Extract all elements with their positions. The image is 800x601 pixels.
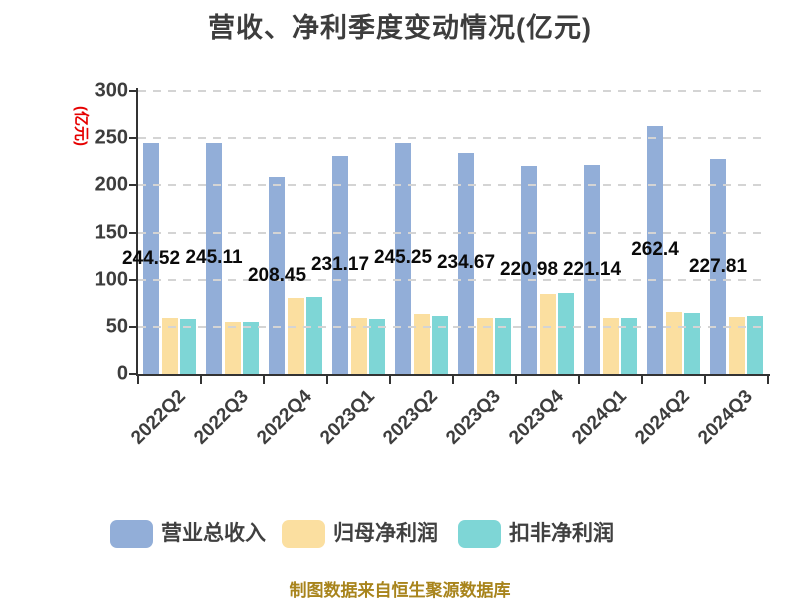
bar-0-2022Q2 bbox=[143, 143, 159, 374]
data-label: 244.52 bbox=[121, 247, 181, 269]
bar-2-2022Q3 bbox=[243, 322, 259, 374]
x-axis-tick bbox=[515, 376, 517, 384]
gridline bbox=[138, 137, 768, 140]
bar-1-2023Q2 bbox=[413, 313, 430, 374]
y-tick-label: 250 bbox=[94, 126, 128, 149]
y-tick-label: 100 bbox=[94, 268, 128, 291]
bar-2-2022Q2 bbox=[180, 319, 196, 374]
chart-title: 营收、净利季度变动情况(亿元) bbox=[208, 13, 592, 43]
data-label: 245.11 bbox=[185, 247, 243, 269]
gridline bbox=[138, 325, 768, 328]
gridline bbox=[138, 184, 768, 187]
y-tick-label: 150 bbox=[94, 221, 128, 243]
bar-1-2023Q1 bbox=[350, 318, 367, 374]
bar-0-2024Q3 bbox=[710, 159, 726, 374]
legend-label: 扣非净利润 bbox=[509, 522, 614, 545]
data-label: 227.81 bbox=[688, 255, 748, 277]
bar-1-2023Q3 bbox=[476, 318, 493, 374]
bar-0-2023Q3 bbox=[458, 152, 474, 374]
bar-2-2023Q2 bbox=[432, 315, 448, 374]
legend-label: 归母净利润 bbox=[333, 522, 438, 545]
legend-swatch-icon bbox=[282, 520, 325, 548]
x-axis-tick bbox=[137, 376, 139, 384]
x-axis-tick bbox=[452, 376, 454, 384]
y-axis-tick bbox=[129, 90, 137, 92]
bar-2-2022Q4 bbox=[306, 296, 322, 374]
data-label: 245.25 bbox=[373, 247, 433, 269]
y-axis-tick bbox=[129, 325, 137, 328]
y-axis-line bbox=[136, 88, 138, 376]
bar-2-2024Q1 bbox=[621, 318, 637, 374]
y-tick-label: 50 bbox=[105, 315, 128, 338]
x-axis-tick bbox=[263, 376, 265, 384]
bar-2-2023Q3 bbox=[495, 318, 511, 374]
bar-1-2024Q3 bbox=[728, 317, 745, 374]
bar-1-2022Q2 bbox=[161, 318, 178, 374]
x-axis-tick bbox=[704, 376, 706, 384]
x-axis-tick bbox=[578, 376, 580, 384]
legend-swatch-icon bbox=[110, 520, 153, 548]
x-axis-tick bbox=[326, 376, 328, 384]
data-label: 220.98 bbox=[499, 258, 559, 280]
x-axis-tick bbox=[389, 376, 391, 384]
bar-0-2022Q3 bbox=[206, 142, 222, 374]
bar-2-2023Q1 bbox=[369, 319, 385, 374]
y-tick-label: 300 bbox=[94, 79, 128, 102]
data-label: 262.4 bbox=[631, 239, 679, 261]
bar-1-2023Q4 bbox=[539, 293, 556, 374]
y-axis-tick bbox=[129, 184, 137, 187]
bar-0-2024Q2 bbox=[647, 126, 663, 374]
legend-item-0[interactable]: 营业总收入 bbox=[110, 520, 266, 548]
x-axis-tick bbox=[200, 376, 202, 384]
bar-1-2022Q4 bbox=[287, 297, 304, 374]
y-tick-label: 200 bbox=[94, 173, 128, 196]
legend-label: 营业总收入 bbox=[161, 522, 266, 545]
data-label: 234.67 bbox=[436, 252, 496, 274]
gridline bbox=[138, 278, 768, 281]
legend-item-1[interactable]: 归母净利润 bbox=[282, 520, 438, 548]
gridline bbox=[138, 90, 768, 92]
bar-0-2024Q1 bbox=[584, 165, 600, 374]
data-label: 208.45 bbox=[247, 264, 307, 286]
y-axis-tick bbox=[129, 373, 137, 375]
y-axis-tick bbox=[129, 278, 137, 281]
y-tick-label: 0 bbox=[116, 362, 128, 385]
bar-0-2023Q4 bbox=[521, 165, 537, 374]
data-label: 221.14 bbox=[562, 258, 622, 280]
bar-2-2024Q3 bbox=[747, 316, 763, 374]
bar-1-2022Q3 bbox=[224, 322, 241, 374]
x-axis-tick bbox=[767, 376, 769, 384]
legend-swatch-icon bbox=[458, 520, 501, 548]
y-axis-tick bbox=[129, 231, 137, 234]
y-axis-tick bbox=[129, 137, 137, 140]
x-axis-line bbox=[136, 374, 770, 376]
bar-2-2024Q2 bbox=[684, 312, 700, 374]
footer-note: 制图数据来自恒生聚源数据库 bbox=[289, 581, 511, 600]
legend-item-2[interactable]: 扣非净利润 bbox=[458, 520, 614, 548]
data-label: 231.17 bbox=[310, 253, 370, 275]
gridline bbox=[138, 231, 768, 234]
bar-0-2023Q2 bbox=[395, 142, 411, 374]
bar-1-2024Q1 bbox=[602, 318, 619, 374]
bar-0-2022Q4 bbox=[269, 177, 285, 374]
x-axis-tick bbox=[641, 376, 643, 384]
bar-2-2023Q4 bbox=[558, 292, 574, 374]
bar-0-2023Q1 bbox=[332, 155, 348, 374]
bar-1-2024Q2 bbox=[665, 311, 682, 374]
